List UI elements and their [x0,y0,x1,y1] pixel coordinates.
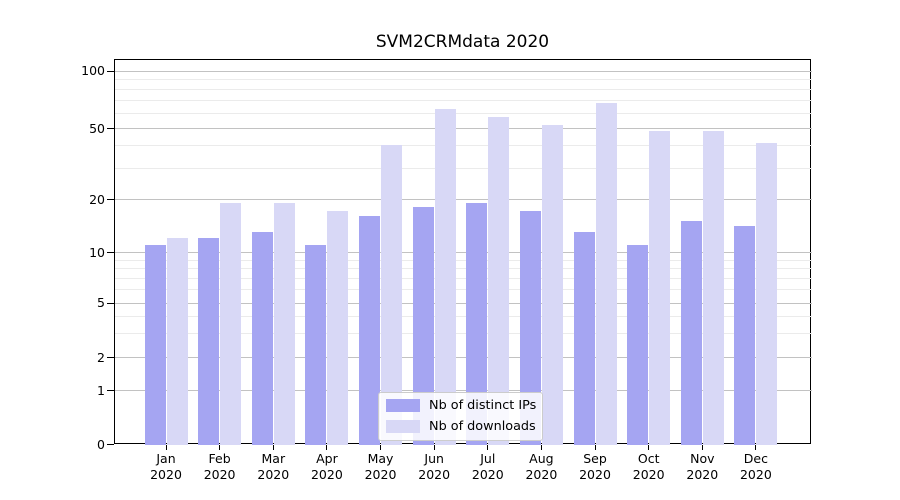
y-tick-label: 2 [97,349,105,365]
x-tick-label: Dec 2020 [739,451,772,482]
x-tick-mark [272,445,274,450]
x-tick-mark [165,445,167,450]
y-gridline [115,390,812,391]
y-minor-gridline [115,145,812,147]
x-tick-mark [648,445,650,450]
y-minor-gridline [115,268,812,270]
y-tick-mark [107,252,114,253]
bar-downloads-jul [488,117,510,445]
bar-downloads-aug [541,124,563,445]
x-tick-label: Jul 2020 [471,451,504,482]
chart-title: SVM2CRMdata 2020 [375,32,550,52]
x-tick-label: Mar 2020 [257,451,290,482]
bar-ips-jul [466,202,488,445]
y-tick-label: 5 [97,295,105,311]
bar-downloads-apr [327,211,349,445]
y-tick-mark [107,444,114,445]
y-minor-gridline [115,79,812,81]
x-tick-mark [594,445,596,450]
bar-ips-aug [519,211,541,445]
y-tick-label: 1 [97,382,105,398]
legend: Nb of distinct IPs Nb of downloads [378,392,543,441]
y-minor-gridline [115,89,812,90]
y-minor-gridline [115,167,812,169]
y-tick-mark [107,357,114,358]
y-minor-gridline [115,333,812,334]
y-tick-label: 50 [89,120,105,136]
bar-downloads-jun [434,108,456,445]
y-tick-label: 100 [81,63,105,78]
y-gridline [115,199,812,200]
y-minor-gridline [115,289,812,291]
legend-row: Nb of distinct IPs [386,398,537,413]
bar-downloads-sep [595,102,617,445]
legend-row: Nb of downloads [386,419,536,434]
y-minor-gridline [115,278,812,280]
legend-label-downloads: Nb of downloads [429,419,536,434]
bar-ips-jun [412,207,434,445]
y-tick-mark [107,199,114,200]
x-tick-mark [433,445,435,450]
y-minor-gridline [115,100,812,102]
bar-downloads-dec [756,143,778,445]
bar-ips-jan [144,244,166,445]
x-tick-label: Jun 2020 [418,451,451,482]
bar-ips-oct [627,244,649,445]
x-tick-label: Oct 2020 [632,451,665,482]
bar-ips-nov [680,221,702,445]
y-gridline [115,357,812,358]
plot-area: Nb of distinct IPs Nb of downloads 0 1 2 5 1… [81,59,812,482]
bar-downloads-nov [702,131,724,445]
x-tick-label: May 2020 [364,451,397,482]
y-minor-gridline [115,259,812,261]
y-tick-label: 0 [97,436,105,452]
y-gridline [115,70,812,72]
legend-label-distinct-ips: Nb of distinct IPs [429,398,537,413]
x-tick-label: Nov 2020 [686,451,719,482]
bar-ips-sep [573,231,595,445]
y-gridline [115,128,812,129]
legend-swatch-downloads [386,420,420,433]
x-tick-label: Jan 2020 [150,451,182,482]
bar-downloads-oct [649,131,671,445]
x-tick-mark [701,445,703,450]
y-tick-mark [107,70,114,72]
x-tick-mark [219,445,221,450]
y-tick-label: 20 [89,191,105,207]
bar-ips-mar [251,231,273,445]
y-gridline [115,302,812,304]
x-tick-mark [380,445,381,450]
y-tick-mark [107,128,114,129]
bar-ips-apr [305,244,327,445]
legend-swatch-distinct-ips [386,399,420,412]
y-tick-label: 10 [89,244,105,260]
bar-ips-dec [734,226,756,445]
x-tick-mark [540,445,542,450]
x-tick-mark [487,445,489,450]
x-tick-label: Sep 2020 [579,451,611,482]
x-tick-label: Aug 2020 [525,451,558,482]
bar-downloads-mar [273,202,295,445]
x-tick-label: Feb 2020 [203,451,236,482]
x-tick-mark [326,445,328,450]
bar-downloads-feb [220,202,242,445]
bar-ips-feb [198,238,220,445]
bar-downloads-may [381,145,402,445]
x-tick-label: Apr 2020 [310,451,343,482]
bar-downloads-jan [166,238,188,445]
y-tick-mark [107,302,114,304]
y-tick-mark [107,390,114,391]
y-gridline [115,252,812,253]
x-tick-mark [755,445,757,450]
y-minor-gridline [115,315,812,317]
y-minor-gridline [115,112,812,114]
bar-ips-may [359,216,380,445]
